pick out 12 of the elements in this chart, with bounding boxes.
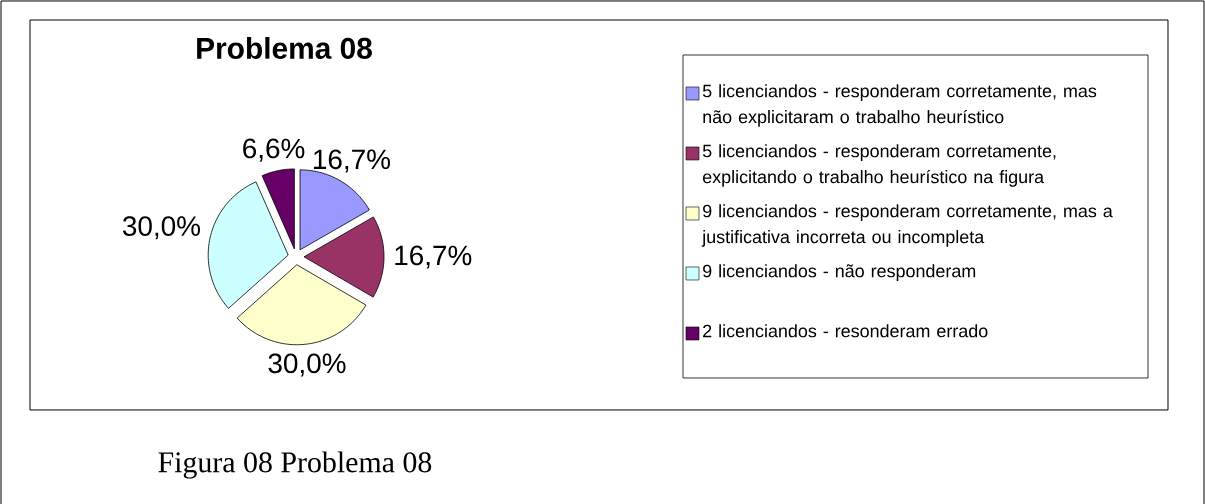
data-label: 30,0% [268, 353, 346, 377]
data-label: 30,0% [122, 216, 200, 240]
legend-label: 9 licenciandos - não responderam [703, 264, 976, 281]
data-label: 16,7% [395, 245, 472, 269]
data-label: 16,7% [314, 149, 390, 173]
legend-label: 9 licenciandos - responderam corretamente, mas a justificativa incorreta ou incompleta [701, 204, 1113, 247]
legend-label: 2 licenciandos - resonderam errado [703, 324, 988, 338]
chart-title: Problema 08 [197, 37, 372, 59]
data-label: 6,6% [243, 138, 305, 162]
legend-label: 5 licenciandos - responderam corretamente, explicitando o trabalho heurístico na figura [702, 144, 1056, 187]
legend-label: 5 licenciandos - responderam corretamente, mas não explicitaram o trabalho heurístico [702, 84, 1097, 127]
text: Figura 08 Problema 08 [158, 451, 432, 479]
